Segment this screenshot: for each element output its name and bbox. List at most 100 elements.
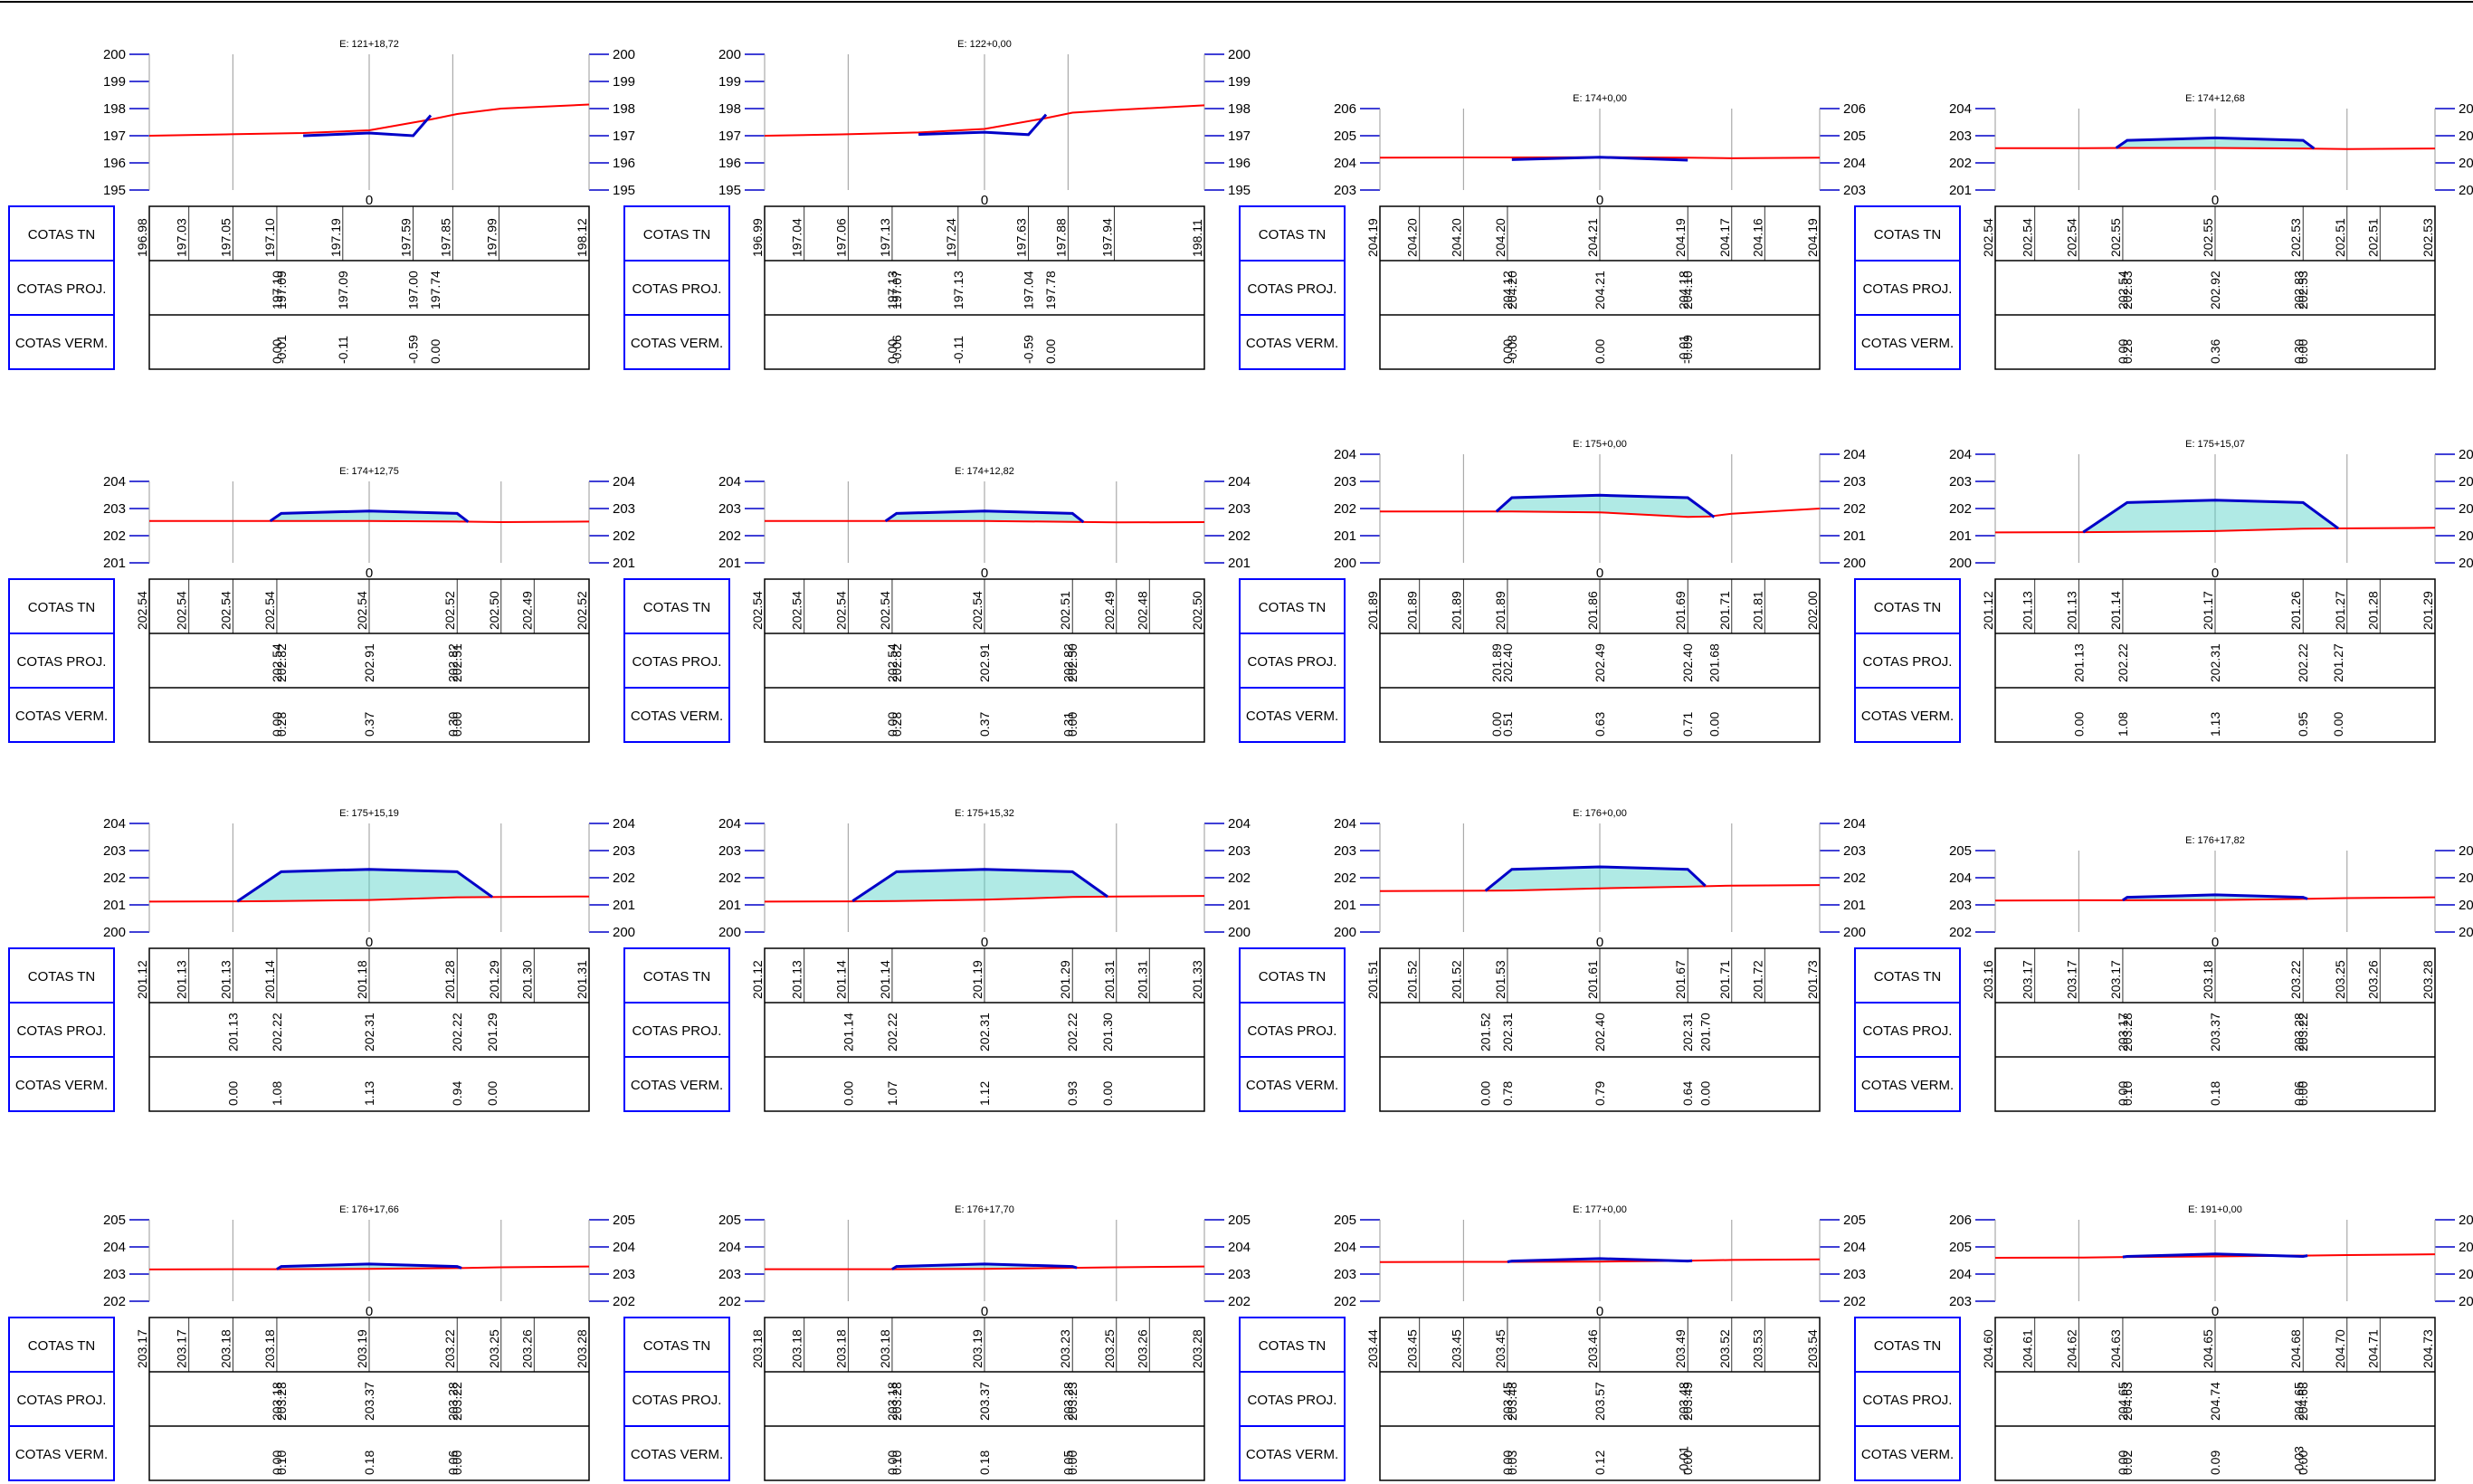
row-label: COTAS VERM. bbox=[15, 1078, 108, 1093]
tn-value: 202.53 bbox=[2288, 218, 2303, 257]
y-tick-label-right: 200 bbox=[613, 925, 635, 940]
row-label: COTAS VERM. bbox=[1246, 336, 1338, 351]
tn-value: 203.17 bbox=[2108, 960, 2123, 999]
y-tick-label-left: 198 bbox=[718, 101, 741, 117]
y-tick-label-left: 204 bbox=[718, 1240, 741, 1255]
y-tick-label-right: 205 bbox=[2459, 843, 2473, 859]
tn-value: 201.73 bbox=[1805, 960, 1820, 999]
verm-value: 0.00 bbox=[2116, 1451, 2130, 1475]
project-line bbox=[303, 114, 433, 138]
proj-value: 202.22 bbox=[2116, 643, 2130, 682]
proj-value: 201.13 bbox=[225, 1013, 240, 1051]
y-tick-label-left: 203 bbox=[1949, 1294, 1972, 1309]
verm-value: 1.08 bbox=[2116, 712, 2130, 737]
tn-value: 201.31 bbox=[1135, 960, 1149, 999]
tn-value: 201.13 bbox=[218, 960, 233, 999]
verm-value: 0.00 bbox=[1698, 1081, 1713, 1106]
project-line bbox=[918, 113, 1048, 137]
row-label: COTAS PROJ. bbox=[1863, 654, 1953, 670]
row-label-box bbox=[1854, 1056, 1961, 1112]
section-title: E: 174+12,68 bbox=[2185, 93, 2245, 104]
tn-value: 197.94 bbox=[1099, 218, 1114, 257]
tn-value: 204.19 bbox=[1365, 218, 1380, 257]
verm-value: 0.00 bbox=[1100, 1081, 1115, 1106]
tn-value: 201.69 bbox=[1673, 591, 1688, 630]
y-tick-label-left: 201 bbox=[1949, 528, 1972, 544]
row-label: COTAS TN bbox=[1259, 1338, 1326, 1354]
row-label: COTAS TN bbox=[1259, 227, 1326, 243]
tn-value: 204.65 bbox=[2201, 1329, 2215, 1368]
proj-value: 201.14 bbox=[841, 1013, 855, 1051]
verm-value: 0.10 bbox=[274, 1451, 289, 1475]
y-tick-label-left: 198 bbox=[103, 101, 126, 117]
row-label: COTAS PROJ. bbox=[17, 1023, 107, 1039]
axis-center-label: 0 bbox=[1596, 1304, 1603, 1319]
axis-center-label: 0 bbox=[1596, 566, 1603, 581]
y-tick-label-right: 200 bbox=[1228, 925, 1251, 940]
y-tick-label-right: 204 bbox=[1843, 156, 1866, 171]
row-label: COTAS PROJ. bbox=[17, 1393, 107, 1408]
proj-value: 203.48 bbox=[1676, 1382, 1690, 1421]
y-tick-label-right: 203 bbox=[1843, 474, 1866, 490]
proj-value: 201.68 bbox=[1707, 643, 1721, 682]
y-tick-label-left: 202 bbox=[103, 870, 126, 886]
proj-value: 197.78 bbox=[1043, 271, 1058, 309]
verm-value: 0.06 bbox=[445, 1451, 460, 1475]
proj-value: 202.31 bbox=[362, 1013, 376, 1051]
tn-value: 197.59 bbox=[399, 218, 414, 257]
tn-value: 203.16 bbox=[1981, 960, 1995, 999]
tn-value: 203.19 bbox=[970, 1329, 984, 1368]
y-tick-label-right: 201 bbox=[1843, 528, 1866, 544]
verm-value: -0.03 bbox=[2291, 1446, 2306, 1475]
tn-value: 201.17 bbox=[2201, 591, 2215, 630]
y-tick-label-left: 203 bbox=[1949, 128, 1972, 144]
y-tick-label-right: 198 bbox=[613, 101, 635, 117]
y-tick-label-right: 203 bbox=[613, 1267, 635, 1282]
tn-value: 202.52 bbox=[442, 591, 457, 630]
proj-value: 202.50 bbox=[1065, 643, 1080, 682]
verm-value: 0.79 bbox=[1593, 1081, 1607, 1106]
y-tick-label-right: 201 bbox=[2459, 183, 2473, 198]
verm-value: 0.00 bbox=[2116, 1081, 2130, 1106]
y-tick-label-left: 204 bbox=[1334, 156, 1356, 171]
verm-value: -0.11 bbox=[951, 336, 965, 364]
verm-value: 0.00 bbox=[270, 1451, 284, 1475]
y-tick-label-left: 203 bbox=[718, 501, 741, 517]
verm-value: 0.00 bbox=[270, 712, 284, 737]
proj-value: 197.10 bbox=[270, 271, 284, 309]
y-tick-label-right: 204 bbox=[1228, 474, 1251, 490]
proj-value: 203.45 bbox=[1500, 1382, 1515, 1421]
proj-value: 203.37 bbox=[977, 1382, 992, 1421]
verm-value: 1.12 bbox=[977, 1081, 992, 1106]
tn-value: 201.29 bbox=[1058, 960, 1072, 999]
tn-value: 204.17 bbox=[1717, 218, 1732, 257]
ground-line bbox=[1995, 147, 2436, 150]
project-line bbox=[891, 1262, 1078, 1270]
y-tick-label-left: 195 bbox=[718, 183, 741, 198]
verm-value: 0.95 bbox=[2296, 712, 2310, 737]
y-tick-label-right: 203 bbox=[2459, 898, 2473, 913]
axis-center-label: 0 bbox=[2211, 935, 2219, 950]
tn-value: 204.71 bbox=[2365, 1329, 2380, 1368]
verm-value: 0.00 bbox=[450, 1451, 464, 1475]
proj-value: 203.28 bbox=[445, 1382, 460, 1421]
verm-value: 0.10 bbox=[889, 1451, 904, 1475]
tn-value: 203.28 bbox=[1190, 1329, 1204, 1368]
verm-value: -0.01 bbox=[274, 335, 289, 364]
y-tick-label-left: 203 bbox=[1334, 183, 1356, 198]
ground-line bbox=[764, 104, 1205, 137]
y-tick-label-left: 202 bbox=[1949, 501, 1972, 517]
y-tick-label-left: 205 bbox=[103, 1213, 126, 1228]
verm-value: 0.06 bbox=[2291, 1081, 2306, 1106]
project-line bbox=[1507, 1257, 1693, 1263]
tn-value: 201.28 bbox=[442, 960, 457, 999]
tn-value: 202.54 bbox=[2021, 218, 2035, 257]
tn-value: 204.61 bbox=[2021, 1329, 2035, 1368]
verm-value: 0.51 bbox=[1500, 712, 1515, 737]
tn-value: 201.71 bbox=[1717, 591, 1732, 630]
axis-center-label: 0 bbox=[981, 935, 988, 950]
verm-value: 1.13 bbox=[362, 1081, 376, 1106]
proj-value: 197.09 bbox=[274, 271, 289, 309]
row-label-box bbox=[623, 1425, 730, 1481]
y-tick-label-right: 202 bbox=[2459, 925, 2473, 940]
